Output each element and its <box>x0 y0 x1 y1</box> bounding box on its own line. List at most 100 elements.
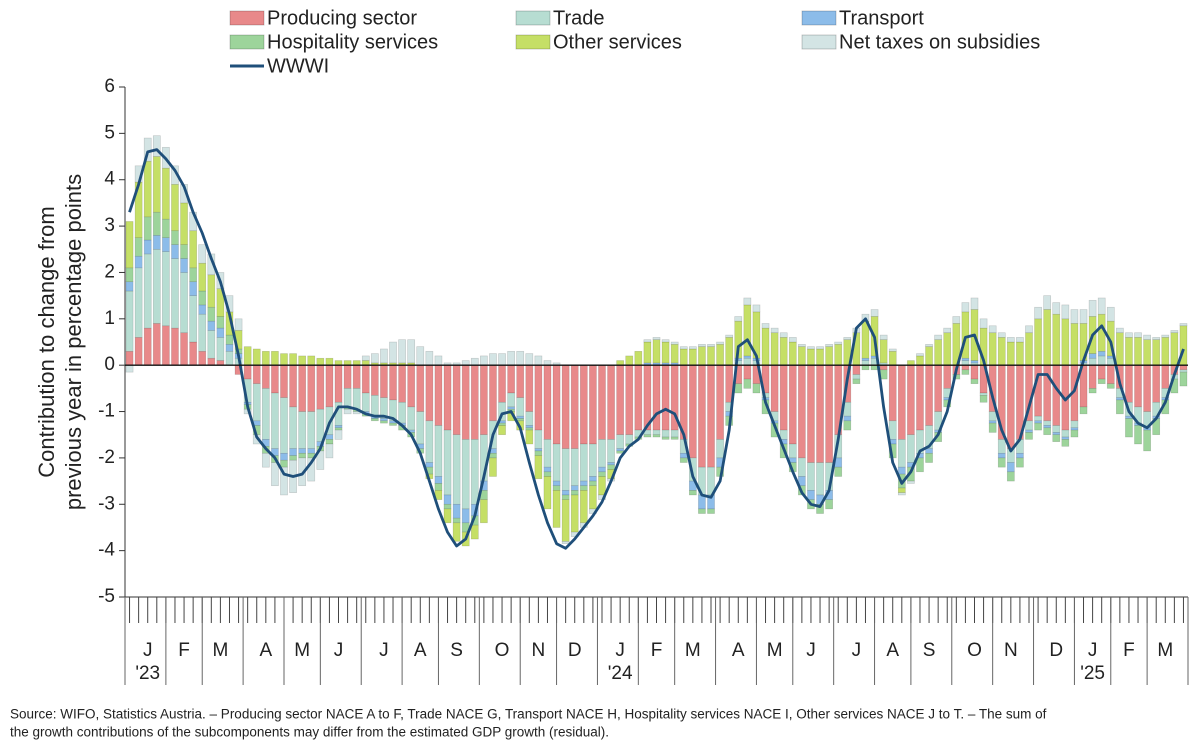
bar-segment <box>979 318 988 329</box>
legend-swatch <box>801 10 837 26</box>
bar-segment <box>788 337 797 343</box>
bar-segment <box>198 350 207 366</box>
bar-segment <box>125 281 134 292</box>
bar-segment <box>798 344 806 347</box>
bar-segment <box>307 355 316 366</box>
bar-segment <box>643 434 652 438</box>
bar-segment <box>725 337 734 366</box>
bar-segment <box>1106 364 1115 385</box>
bar-segment <box>616 434 625 449</box>
bar-segment <box>216 337 225 361</box>
bar-segment <box>1016 457 1024 468</box>
bar-segment <box>189 230 197 269</box>
bar-segment <box>589 443 597 477</box>
bar-segment <box>1052 313 1061 366</box>
bar-segment <box>570 364 579 449</box>
bar-segment <box>516 364 525 398</box>
bar-segment <box>843 337 852 340</box>
x-tick-label: M <box>685 640 701 661</box>
bar-segment <box>616 448 625 452</box>
bar-segment <box>271 462 279 487</box>
bar-segment <box>452 364 461 436</box>
bar-segment <box>743 364 752 380</box>
bar-segment <box>316 364 325 410</box>
bar-segment <box>198 313 207 352</box>
bar-segment <box>434 364 443 426</box>
bar-segment <box>916 355 924 366</box>
bar-segment <box>752 383 761 394</box>
bar-segment <box>461 439 470 510</box>
bar-segment <box>298 411 307 449</box>
bar-segment <box>134 337 143 366</box>
bar-segment <box>1061 429 1070 438</box>
bar-segment <box>507 406 515 410</box>
bar-segment <box>1006 364 1015 449</box>
bar-segment <box>907 480 915 484</box>
bar-segment <box>798 346 806 366</box>
bar-segment <box>770 327 779 334</box>
bar-segment <box>670 344 679 364</box>
bar-segment <box>480 364 488 436</box>
bar-segment <box>252 364 261 385</box>
bar-segment <box>334 364 343 403</box>
bar-segment <box>507 350 515 366</box>
bar-segment <box>652 364 661 431</box>
bar-segment <box>561 494 570 500</box>
bar-segment <box>561 448 570 491</box>
bar-segment <box>1061 439 1070 447</box>
bar-segment <box>988 325 997 334</box>
bar-segment <box>897 439 906 468</box>
bar-segment <box>670 341 679 345</box>
bar-segment <box>189 267 197 283</box>
bar-segment <box>652 339 661 364</box>
bar-segment <box>334 427 343 431</box>
x-tick-label: A <box>886 640 899 661</box>
bar-segment <box>171 230 179 245</box>
bar-segment <box>498 364 506 403</box>
bar-segment <box>707 346 715 366</box>
bar-segment <box>371 353 379 364</box>
legend-label: Hospitality services <box>267 31 438 53</box>
bar-segment <box>489 353 497 366</box>
bar-segment <box>389 422 397 426</box>
line <box>128 148 1185 550</box>
bar-segment <box>561 499 570 542</box>
bar-segment <box>888 420 897 440</box>
legend-label: Transport <box>839 7 924 29</box>
bar-segment <box>162 237 170 252</box>
bar-segment <box>280 397 288 454</box>
bar-segment <box>679 348 688 366</box>
bar-segment <box>770 332 779 366</box>
bar-segment <box>298 452 307 459</box>
bar-segment <box>425 364 434 422</box>
bar-segment <box>1043 427 1052 436</box>
bar-segment <box>507 364 515 394</box>
bar-segment <box>934 339 942 366</box>
bar-segment <box>198 244 207 264</box>
bar-segment <box>1152 339 1161 366</box>
bar-segment <box>407 406 416 431</box>
bar-segment <box>916 457 924 473</box>
bar-segment <box>143 253 152 329</box>
bar-segment <box>207 306 216 322</box>
bar-segment <box>1052 302 1061 315</box>
bar-segment <box>916 364 924 431</box>
bar-segment <box>180 244 188 259</box>
bar-segment <box>152 235 161 250</box>
bar-segment <box>307 448 316 454</box>
bar-segment <box>280 353 288 366</box>
bar-segment <box>652 429 661 436</box>
bar-segment <box>125 350 134 366</box>
bar-segment <box>1070 427 1079 431</box>
bar-segment <box>816 364 824 463</box>
bar-segment <box>598 476 606 496</box>
bar-segment <box>698 344 706 347</box>
bar-segment <box>1106 383 1115 389</box>
bar-segment <box>198 304 207 315</box>
x-tick-label: S <box>450 640 463 661</box>
bar-segment <box>743 355 752 359</box>
bar-segment <box>543 439 552 468</box>
bar-segment <box>1179 371 1188 387</box>
bar-segment <box>525 425 534 429</box>
bar-segment <box>1016 341 1024 366</box>
